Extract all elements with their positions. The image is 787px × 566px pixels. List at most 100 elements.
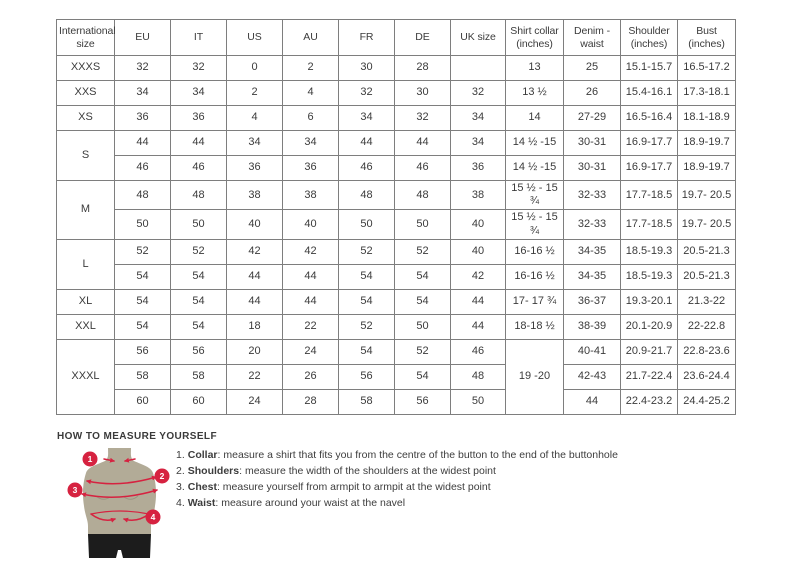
table-cell: 58 (114, 363, 171, 390)
table-cell: 34 (450, 105, 506, 131)
size-label: L (56, 238, 115, 290)
marker-badge-4 (145, 509, 161, 525)
table-cell: 56 (170, 338, 227, 365)
table-cell: 22 (226, 363, 283, 390)
table-cell: 54 (338, 338, 395, 365)
table-cell: 34 (282, 130, 339, 156)
table-cell: 19.7- 20.5 (677, 209, 736, 240)
table-cell: 44 (114, 130, 171, 156)
table-cell: 13 (505, 55, 564, 81)
table-cell: 18.5-19.3 (620, 238, 678, 265)
table-cell: 15.4-16.1 (620, 80, 678, 106)
table-cell: 52 (338, 313, 395, 340)
step-text: : measure around your waist at the navel (215, 497, 406, 509)
size-label: XXS (56, 80, 115, 106)
table-cell: 16.9-17.7 (620, 130, 678, 156)
step-label: Collar (187, 449, 218, 461)
table-cell: 20.9-21.7 (620, 338, 678, 365)
table-cell: 38 (450, 179, 506, 211)
table-cell: 48 (114, 179, 171, 211)
marker-number-1: 1 (88, 454, 93, 464)
mannequin-shorts (88, 534, 151, 558)
table-cell: 19.3-20.1 (620, 288, 678, 315)
table-cell: 44 (563, 388, 621, 415)
table-cell: 22.4-23.2 (620, 388, 678, 415)
table-cell-merged-collar: 19 -20 (505, 338, 564, 415)
table-cell: 16-16 ½ (505, 238, 564, 265)
size-label: S (56, 130, 115, 181)
table-cell: 42 (450, 263, 506, 290)
step-text: : measure yourself from armpit to armpit… (216, 481, 491, 493)
table-cell: 17- 17 ¾ (505, 288, 564, 315)
measure-step-shoulders: 2. Shoulders: measure the width of the sh… (176, 466, 618, 477)
column-header: Shoulder (inches) (620, 19, 678, 56)
marker-badge-2 (154, 468, 170, 484)
table-cell (450, 55, 506, 81)
table-cell: 44 (226, 263, 283, 290)
table-row: L 52 52 42 42 52 52 40 16-16 ½ 34-35 18.… (56, 238, 736, 290)
table-cell: 60 (114, 388, 171, 415)
mannequin-illustration: 1 2 3 4 (67, 448, 170, 558)
marker-badge-1 (82, 451, 98, 467)
table-cell: 46 (450, 338, 506, 365)
table-cell: 36 (114, 105, 171, 131)
table-cell: 32 (170, 55, 227, 81)
size-label: XXL (56, 313, 115, 340)
table-cell: 15.1-15.7 (620, 55, 678, 81)
measure-step-waist: 4. Waist: measure around your waist at th… (176, 498, 618, 509)
table-cell: 54 (394, 363, 451, 390)
column-header: EU (114, 19, 171, 56)
table-row: S 44 44 34 34 44 44 34 14 ½ -15 30-31 16… (56, 130, 736, 181)
table-row: XXL 54 54 18 22 52 50 44 18-18 ½ 38-39 2… (56, 313, 736, 340)
table-cell: 20.1-20.9 (620, 313, 678, 340)
column-header: DE (394, 19, 451, 56)
table-cell: 52 (114, 238, 171, 265)
table-cell: 50 (450, 388, 506, 415)
table-cell: 44 (450, 288, 506, 315)
table-cell: 30-31 (563, 155, 621, 181)
table-cell: 44 (282, 288, 339, 315)
table-cell: 40 (450, 238, 506, 265)
measure-step-collar: 1. Collar: measure a shirt that fits you … (176, 450, 618, 461)
table-cell: 26 (563, 80, 621, 106)
measure-figure: 1 2 3 4 (58, 446, 178, 560)
table-cell: 50 (394, 209, 451, 240)
table-cell: 36 (226, 155, 283, 181)
column-header: UK size (450, 19, 506, 56)
table-cell: 38 (226, 179, 283, 211)
table-cell: 18 (226, 313, 283, 340)
table-cell: 34 (338, 105, 395, 131)
table-cell: 50 (170, 209, 227, 240)
table-cell: 54 (338, 288, 395, 315)
table-cell: 17.7-18.5 (620, 179, 678, 211)
table-cell: 34-35 (563, 238, 621, 265)
table-cell: 54 (338, 263, 395, 290)
table-cell: 18.9-19.7 (677, 130, 736, 156)
measure-step-chest: 3. Chest: measure yourself from armpit to… (176, 482, 618, 493)
marker-badge-3 (67, 482, 83, 498)
table-cell: 27-29 (563, 105, 621, 131)
table-header-row: International size EU IT US AU FR DE UK … (56, 19, 736, 56)
table-cell: 42-43 (563, 363, 621, 390)
table-cell: 48 (450, 363, 506, 390)
table-cell: 21.3-22 (677, 288, 736, 315)
table-cell: 34 (450, 130, 506, 156)
table-cell: 18.1-18.9 (677, 105, 736, 131)
table-cell: 18.5-19.3 (620, 263, 678, 290)
table-cell: 16.9-17.7 (620, 155, 678, 181)
table-cell: 24 (226, 388, 283, 415)
table-cell: 24.4-25.2 (677, 388, 736, 415)
table-cell: 54 (170, 263, 227, 290)
table-row: XS 36 36 4 6 34 32 34 14 27-29 16.5-16.4… (56, 105, 736, 131)
table-cell: 40 (226, 209, 283, 240)
table-cell: 6 (282, 105, 339, 131)
table-cell: 36 (450, 155, 506, 181)
table-cell: 13 ½ (505, 80, 564, 106)
table-cell: 54 (394, 288, 451, 315)
table-cell: 34 (226, 130, 283, 156)
table-cell: 44 (394, 130, 451, 156)
column-header: Bust (inches) (677, 19, 736, 56)
table-cell: 14 ½ -15 (505, 155, 564, 181)
table-cell: 18.9-19.7 (677, 155, 736, 181)
table-cell: 40 (450, 209, 506, 240)
